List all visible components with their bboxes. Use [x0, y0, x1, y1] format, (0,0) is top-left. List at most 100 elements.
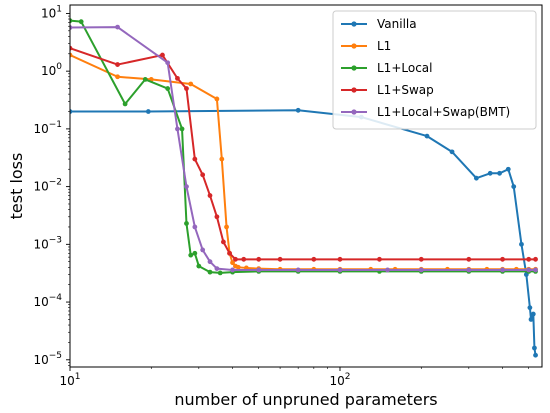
legend-label: L1+Local+Swap(BMT) — [377, 105, 510, 119]
legend-label: L1 — [377, 39, 391, 53]
y-tick-label: 10−3 — [33, 235, 62, 251]
data-point — [526, 256, 532, 262]
y-axis-ticks: 10−5 10−4 10−3 10−2 10−1 100 101 — [33, 4, 70, 367]
data-point — [533, 256, 538, 262]
legend-box — [332, 10, 537, 130]
data-point — [165, 86, 171, 91]
y-tick-label: 10−2 — [33, 178, 62, 194]
data-point — [256, 256, 262, 262]
x-axis-ticks: 101 102 — [59, 367, 530, 388]
y-tick-label: 101 — [41, 4, 62, 20]
data-point — [184, 184, 189, 190]
data-point — [115, 24, 120, 30]
data-point — [337, 267, 343, 273]
data-point — [179, 126, 185, 132]
data-point — [217, 270, 223, 276]
data-point — [230, 260, 235, 266]
data-point — [500, 267, 505, 273]
data-point — [377, 256, 382, 262]
data-point — [256, 267, 262, 273]
data-point — [192, 250, 198, 256]
legend-item: Vanilla — [341, 17, 417, 31]
series-line — [70, 109, 537, 356]
data-point — [530, 311, 536, 317]
data-point — [500, 256, 505, 262]
data-point — [214, 96, 220, 102]
data-point — [227, 250, 232, 256]
legend-label: L1+Swap — [377, 83, 434, 97]
data-point — [78, 19, 84, 25]
data-point — [497, 170, 502, 176]
data-point — [70, 52, 73, 58]
data-point — [526, 267, 532, 273]
data-point — [532, 345, 537, 351]
data-point — [207, 269, 213, 275]
data-point — [160, 52, 165, 58]
data-point — [214, 214, 220, 220]
data-point — [207, 259, 213, 265]
x-tick-label: 102 — [329, 372, 350, 388]
data-point — [533, 352, 538, 358]
data-point — [70, 18, 73, 24]
legend-marker — [351, 65, 357, 71]
data-point — [385, 267, 390, 273]
data-point — [224, 224, 229, 230]
data-point — [519, 241, 524, 247]
legend-marker — [351, 109, 357, 115]
data-point — [230, 267, 235, 273]
y-tick-label: 10−1 — [33, 120, 62, 136]
data-point — [192, 156, 198, 162]
legend: Vanilla L1 L1+Local L1+Swap L1+Local+Swap(BM… — [332, 10, 537, 130]
data-point — [277, 256, 283, 262]
legend-label: Vanilla — [377, 17, 417, 31]
legend-marker — [351, 43, 357, 49]
legend-marker — [351, 87, 357, 93]
series-3 — [70, 45, 538, 262]
data-point — [487, 170, 493, 176]
data-point — [145, 109, 151, 114]
data-point — [505, 166, 511, 172]
legend-item: L1 — [341, 39, 391, 53]
data-point — [295, 267, 301, 273]
data-point — [219, 156, 225, 162]
data-point — [533, 267, 538, 273]
legend-item: L1+Local — [341, 61, 432, 75]
legend-label: L1+Local — [377, 61, 432, 75]
data-point — [184, 221, 189, 226]
data-point — [175, 75, 180, 81]
data-point — [207, 193, 213, 198]
series-0 — [70, 107, 538, 358]
y-tick-label: 10−5 — [33, 351, 62, 367]
data-point — [473, 175, 479, 181]
data-point — [70, 45, 73, 51]
legend-marker — [351, 21, 357, 27]
data-point — [511, 184, 517, 190]
y-axis-label: test loss — [7, 153, 26, 220]
data-point — [424, 133, 430, 139]
legend-item: L1+Local+Swap(BMT) — [341, 105, 510, 119]
data-point — [527, 305, 533, 311]
y-tick-label: 10−4 — [33, 293, 62, 309]
data-point — [192, 224, 198, 230]
data-point — [184, 86, 189, 91]
series-line — [70, 19, 536, 274]
data-point — [196, 263, 202, 269]
data-point — [115, 62, 120, 67]
data-point — [449, 149, 455, 155]
data-point — [528, 317, 534, 322]
series-4 — [70, 24, 538, 273]
data-point — [418, 267, 424, 273]
x-tick-label: 101 — [59, 372, 80, 388]
y-tick-label: 100 — [41, 62, 62, 78]
data-point — [70, 109, 73, 114]
data-point — [311, 256, 317, 262]
data-point — [466, 256, 472, 262]
data-point — [70, 25, 73, 30]
data-point — [142, 77, 148, 82]
plot-frame — [69, 4, 543, 368]
data-point — [175, 126, 180, 132]
data-point — [200, 172, 206, 178]
data-point — [418, 256, 424, 262]
data-point — [188, 81, 194, 87]
